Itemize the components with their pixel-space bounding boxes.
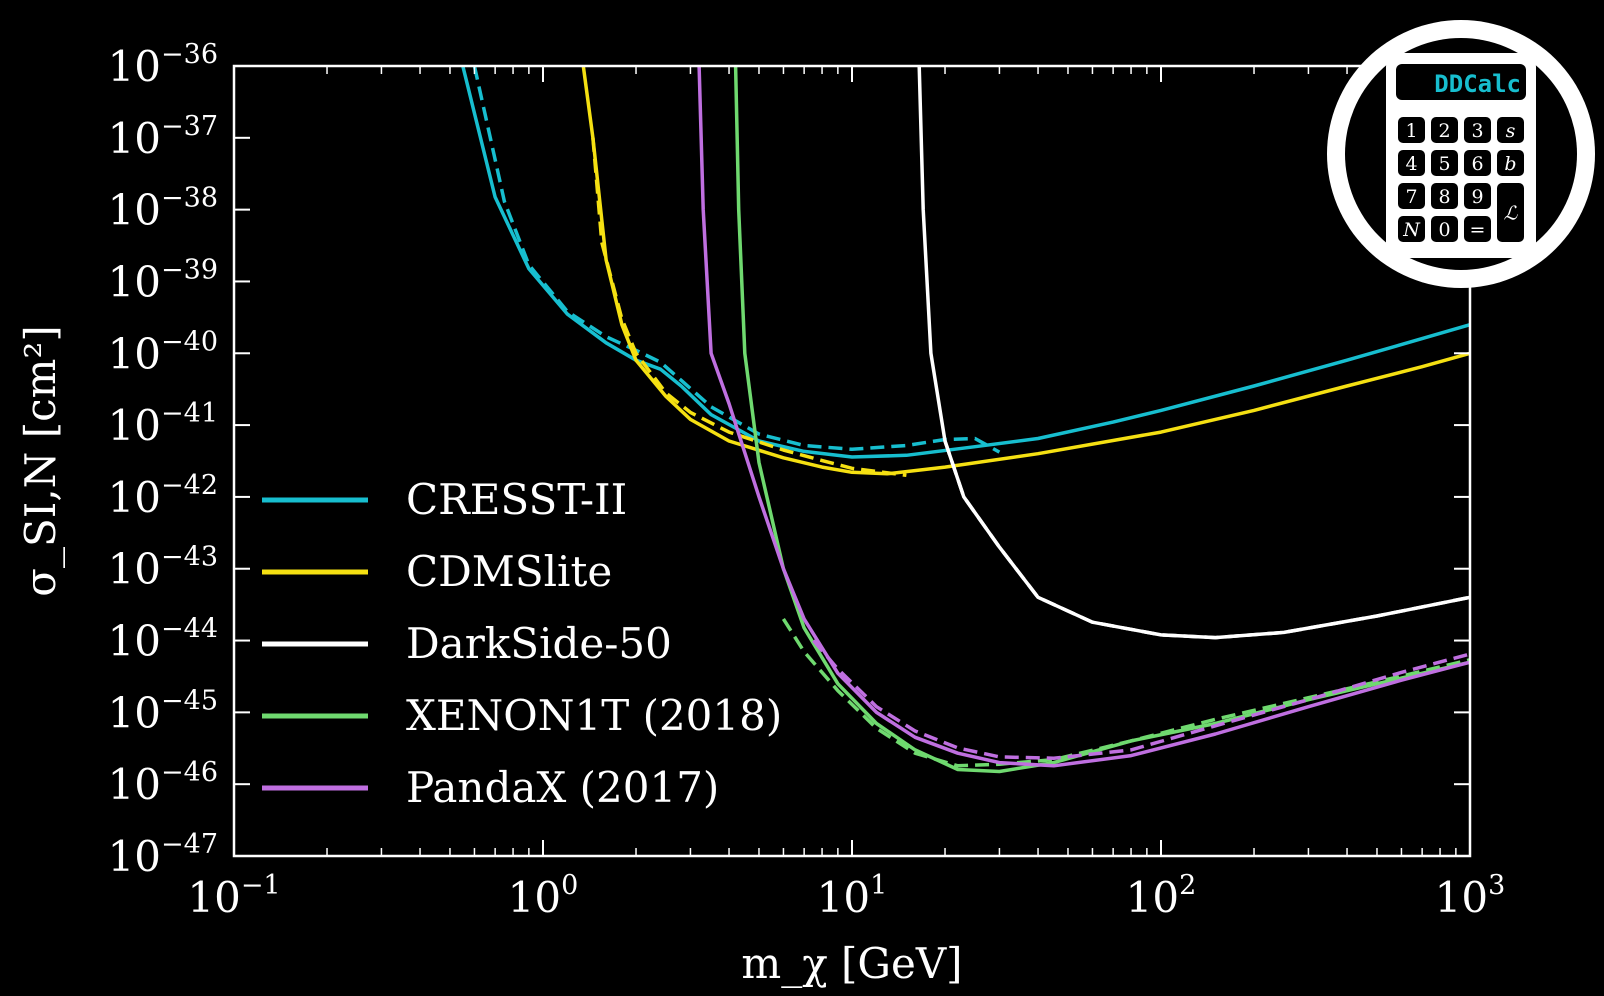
calculator-key-label: b <box>1504 153 1516 175</box>
x-axis-label: m_χ [GeV] <box>741 939 962 988</box>
x-tick-label: 103 <box>1435 870 1506 922</box>
series-line-1 <box>581 66 1470 476</box>
series-line-2 <box>917 66 1470 640</box>
calculator-key-label: 2 <box>1438 120 1450 142</box>
series-line-dashed-4 <box>812 639 1470 760</box>
calculator-key <box>1398 216 1425 242</box>
series-line-4 <box>697 66 1470 768</box>
x-tick-label: 100 <box>508 870 579 922</box>
calculator-key <box>1497 117 1524 143</box>
y-tick-label: 10−37 <box>108 111 218 163</box>
ddcalc-logo: DDCalc 1 2 3 s 4 5 6 b 7 8 9ℒ N 0 = <box>1327 20 1595 288</box>
series-line-0 <box>461 66 1470 459</box>
legend-label-0: CRESST-II <box>406 475 627 524</box>
y-axis-label: σ_SI,N [cm²] <box>16 325 65 596</box>
legend: CRESST-II CDMSlite DarkSide-50 XENON1T (201… <box>262 475 782 812</box>
calculator-key <box>1431 150 1458 176</box>
calculator-key-label: 4 <box>1405 153 1417 175</box>
x-tick-label: 101 <box>817 870 888 922</box>
series-layer <box>461 66 1470 774</box>
calculator-key <box>1464 117 1491 143</box>
y-tick-label: 10−47 <box>108 829 218 881</box>
calculator-key-label: ℒ <box>1504 203 1519 225</box>
calculator-key-label: 5 <box>1438 153 1450 175</box>
calculator-key-label: = <box>1470 219 1486 241</box>
tick-label-layer: 10−1 100 101 102 10310−3610−3710−3810−3910−4… <box>108 39 1506 922</box>
y-tick-label: 10−36 <box>108 39 218 91</box>
calculator-key <box>1398 117 1425 143</box>
series-line-dashed-0 <box>472 66 1001 454</box>
y-tick-label: 10−38 <box>108 183 218 235</box>
calculator-key-label: 6 <box>1471 153 1483 175</box>
calculator-key <box>1464 150 1491 176</box>
y-tick-label: 10−39 <box>108 254 218 306</box>
legend-label-1: CDMSlite <box>406 547 612 596</box>
calculator-key <box>1431 183 1458 209</box>
x-tick-label: 102 <box>1126 870 1197 922</box>
calculator-key-label: 9 <box>1471 186 1483 208</box>
calculator-key-label: 7 <box>1405 186 1417 208</box>
calculator-key-label: s <box>1506 120 1516 142</box>
calculator-key-label: 0 <box>1438 219 1450 241</box>
calculator-key <box>1497 150 1524 176</box>
calculator-key-label: 1 <box>1405 120 1417 142</box>
y-tick-label: 10−41 <box>108 398 218 450</box>
calculator-key-label: N <box>1402 219 1421 241</box>
logo-screen-text: DDCalc <box>1434 70 1521 98</box>
legend-label-2: DarkSide-50 <box>406 619 672 668</box>
calculator-key <box>1398 183 1425 209</box>
calculator-key <box>1431 117 1458 143</box>
calculator-key <box>1464 216 1491 242</box>
calculator-key <box>1398 150 1425 176</box>
calculator-screen <box>1396 64 1526 100</box>
calculator-key-label: 3 <box>1471 120 1483 142</box>
y-tick-label: 10−42 <box>108 470 218 522</box>
y-tick-label: 10−46 <box>108 757 218 809</box>
calculator-key <box>1431 216 1458 242</box>
axis-labels: m_χ [GeV] σ_SI,N [cm²] <box>16 325 963 988</box>
y-tick-label: 10−44 <box>108 614 218 666</box>
calculator-key <box>1464 183 1491 209</box>
x-tick-label: 10−1 <box>187 870 280 922</box>
legend-label-4: PandaX (2017) <box>406 763 719 812</box>
calculator-key-label: 8 <box>1438 186 1450 208</box>
y-tick-label: 10−40 <box>108 326 218 378</box>
legend-label-3: XENON1T (2018) <box>406 691 782 740</box>
calculator-key <box>1497 183 1524 242</box>
series-line-3 <box>733 66 1470 774</box>
y-tick-label: 10−45 <box>108 685 218 737</box>
y-tick-label: 10−43 <box>108 542 218 594</box>
